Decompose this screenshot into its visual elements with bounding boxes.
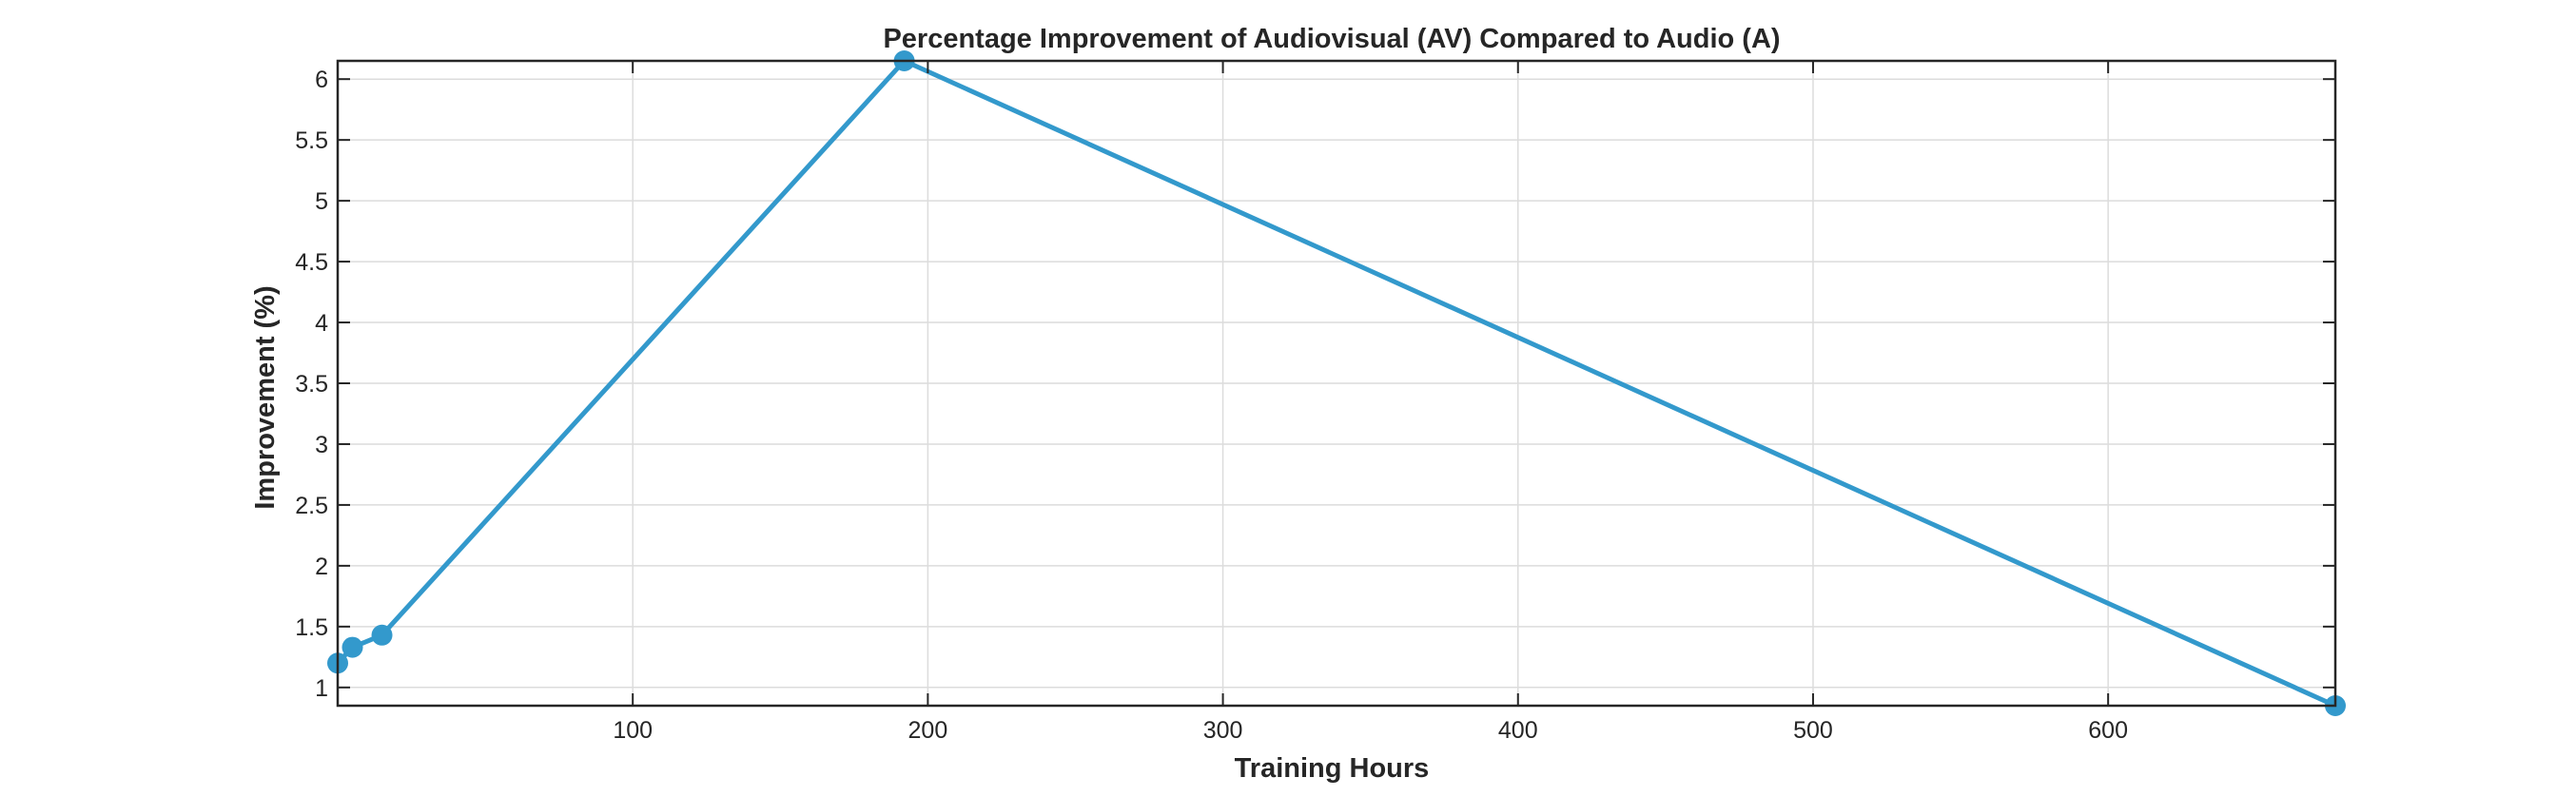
x-axis-label: Training Hours — [1235, 753, 1430, 784]
x-tick-label: 100 — [613, 717, 653, 744]
y-tick-label: 4.5 — [295, 249, 328, 276]
y-tick-label: 6 — [315, 67, 328, 93]
y-tick-label: 1.5 — [295, 614, 328, 641]
data-point — [371, 624, 393, 646]
y-tick-label: 5.5 — [295, 127, 328, 154]
x-tick-label: 200 — [908, 717, 948, 744]
y-tick-label: 2.5 — [295, 493, 328, 519]
y-tick-labels: 1 1.5 2 2.5 3 3.5 4 4.5 5 5.5 6 — [295, 67, 328, 702]
tick-marks — [338, 61, 2335, 706]
x-tick-labels: 100 200 300 400 500 600 — [613, 717, 2128, 744]
y-tick-label: 5 — [315, 188, 328, 215]
y-tick-label: 2 — [315, 554, 328, 580]
y-axis-label: Improvement (%) — [250, 285, 281, 509]
data-point — [342, 636, 363, 658]
x-tick-label: 400 — [1498, 717, 1538, 744]
grid-lines — [338, 61, 2335, 706]
y-tick-label: 4 — [315, 310, 328, 337]
x-tick-label: 500 — [1793, 717, 1833, 744]
y-tick-label: 3 — [315, 432, 328, 458]
x-tick-label: 600 — [2088, 717, 2128, 744]
x-tick-label: 300 — [1203, 717, 1243, 744]
chart-title: Percentage Improvement of Audiovisual (A… — [883, 24, 1780, 54]
y-tick-label: 3.5 — [295, 371, 328, 398]
y-tick-label: 1 — [315, 675, 328, 702]
